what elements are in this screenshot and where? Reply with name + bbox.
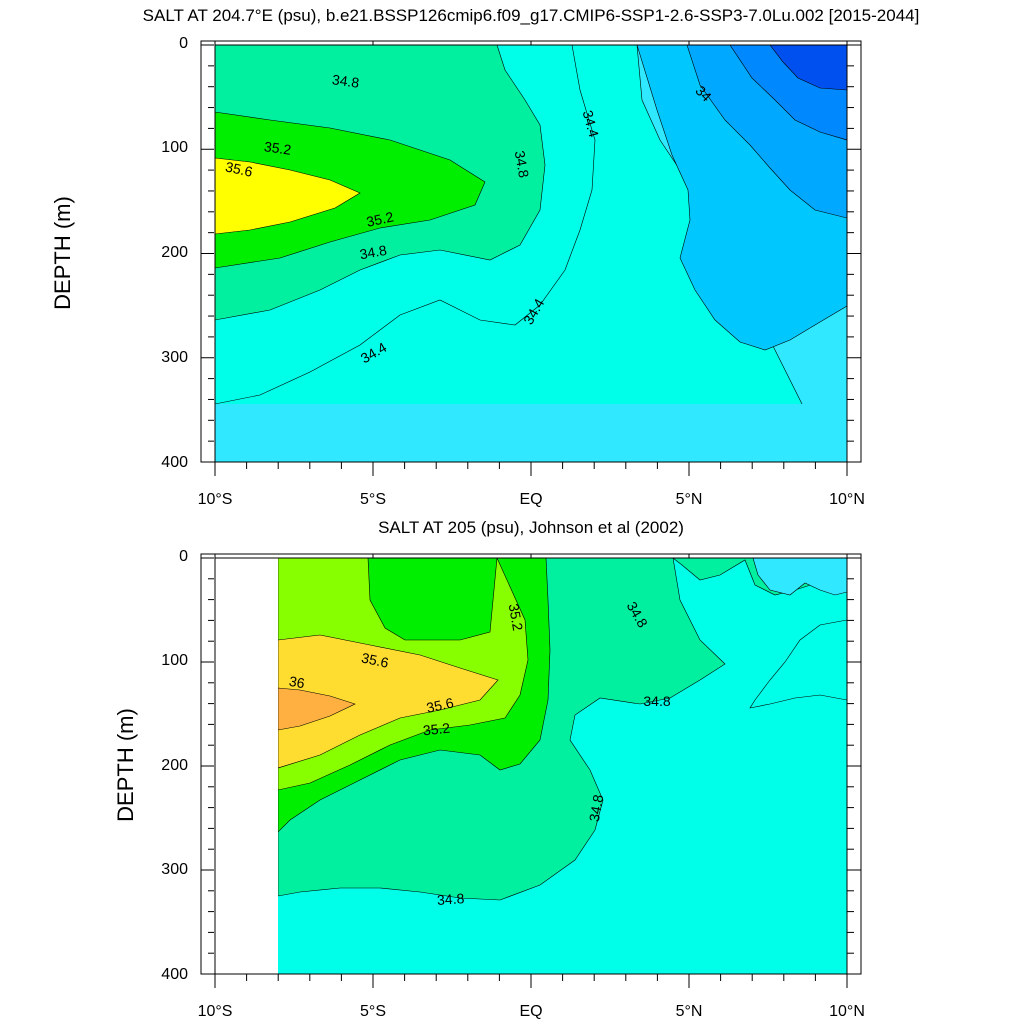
contour-label: 34.4 xyxy=(580,108,603,139)
contour-label: 34.8 xyxy=(643,693,670,709)
y-tick-label: 0 xyxy=(179,35,188,52)
panel-2-band-34.6-34.8-east xyxy=(749,619,847,709)
panel-2-ticks xyxy=(201,554,861,988)
contour-label: 35.2 xyxy=(422,720,451,739)
y-tick-label: 0 xyxy=(179,548,188,565)
x-tick-label: 5°N xyxy=(676,1003,703,1020)
x-tick-label: 10°N xyxy=(829,491,865,508)
panel-1-field xyxy=(215,45,847,462)
contour-label: 34.8 xyxy=(512,149,533,179)
x-tick-label: 5°N xyxy=(676,491,703,508)
contour-label: 35.2 xyxy=(506,602,527,632)
x-tick-label: EQ xyxy=(519,491,542,508)
panel-2-chart: SALT AT 205 (psu), Johnson et al (2002) … xyxy=(113,518,865,1020)
panel-1-chart: SALT AT 204.7°E (psu), b.e21.BSSP126cmip… xyxy=(50,6,919,508)
panel-1-ticks xyxy=(201,41,861,476)
contour-label: 35.2 xyxy=(263,138,292,158)
x-tick-label: 10°S xyxy=(198,491,233,508)
y-tick-label: 300 xyxy=(161,861,188,878)
y-tick-label: 400 xyxy=(161,454,188,471)
contour-label: 34.8 xyxy=(586,793,607,823)
panel-1-band-35.6-35.8 xyxy=(215,157,361,235)
panel-2-y-axis-title: DEPTH (m) xyxy=(113,708,138,822)
contour-label: 36 xyxy=(288,673,306,691)
y-tick-label: 200 xyxy=(161,244,188,261)
panel-2-band-35.6-36.0 xyxy=(278,634,499,769)
contour-label: 35.6 xyxy=(224,158,254,179)
contour-label: 35.2 xyxy=(365,208,395,229)
contour-label: 34.8 xyxy=(358,242,388,263)
x-tick-label: 5°S xyxy=(360,1003,386,1020)
x-tick-label: EQ xyxy=(519,1003,542,1020)
x-tick-label: 10°N xyxy=(829,1003,865,1020)
y-tick-label: 100 xyxy=(161,139,188,156)
panel-1-y-axis-title: DEPTH (m) xyxy=(50,196,75,310)
panel-2-band-34.4-34.6 xyxy=(752,558,847,596)
panel-1-title: SALT AT 204.7°E (psu), b.e21.BSSP126cmip… xyxy=(143,6,920,25)
y-tick-label: 300 xyxy=(161,349,188,366)
panel-1-band-34.4-34.8-bottom xyxy=(215,404,847,462)
x-tick-label: 10°S xyxy=(198,1003,233,1020)
y-tick-label: 400 xyxy=(161,966,188,983)
contour-label: 34.8 xyxy=(437,890,466,908)
panel-2-band-36.0-36.2 xyxy=(278,687,356,731)
panel-1-band-33.6-33.8 xyxy=(769,45,847,91)
panel-1-contour-labels: 34.8 35.2 35.6 35.2 34.8 34.4 34.8 34.4 … xyxy=(224,71,715,366)
panel-2-field xyxy=(278,558,847,974)
panel-2-title: SALT AT 205 (psu), Johnson et al (2002) xyxy=(378,518,684,537)
x-tick-label: 5°S xyxy=(360,491,386,508)
contour-label: 35.6 xyxy=(425,694,455,715)
y-tick-label: 200 xyxy=(161,757,188,774)
contour-label: 35.6 xyxy=(360,649,390,670)
contour-label: 34.8 xyxy=(331,71,360,91)
y-tick-label: 100 xyxy=(161,652,188,669)
